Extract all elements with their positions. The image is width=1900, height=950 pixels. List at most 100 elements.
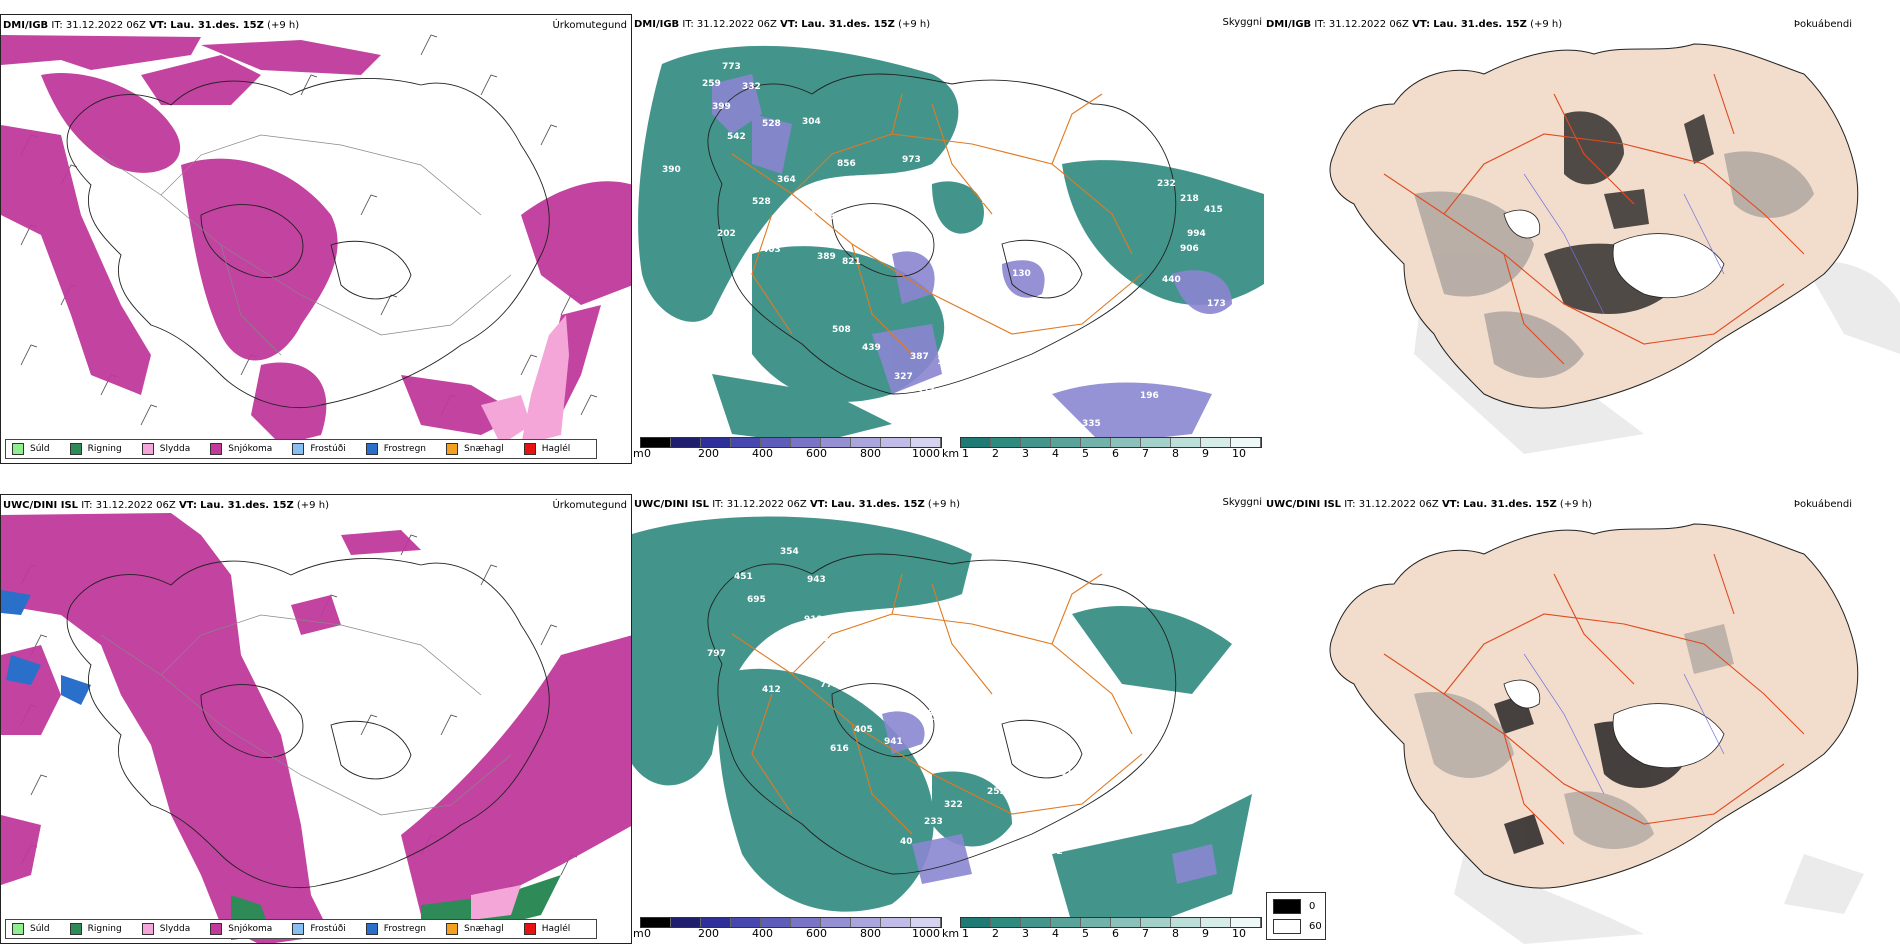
model-name: UWC/DINI ISL bbox=[3, 500, 79, 511]
svg-text:542: 542 bbox=[727, 132, 746, 142]
svg-text:405: 405 bbox=[854, 725, 873, 735]
legend-item: Frostregn bbox=[365, 923, 426, 935]
svg-text:439: 439 bbox=[862, 343, 881, 353]
low-visibility-areas bbox=[632, 516, 1252, 924]
land-area bbox=[1329, 523, 1859, 889]
svg-text:997: 997 bbox=[1190, 749, 1209, 759]
svg-text:616: 616 bbox=[830, 744, 849, 754]
snowfall-areas bbox=[1, 513, 631, 943]
fog-index-gray bbox=[1414, 151, 1814, 378]
legend-item: Snæhagl bbox=[446, 923, 504, 935]
svg-text:418: 418 bbox=[1012, 187, 1031, 197]
colorbar-segment bbox=[1111, 438, 1141, 447]
svg-text:594: 594 bbox=[797, 209, 816, 219]
svg-text:369: 369 bbox=[832, 669, 851, 679]
valid-time-label: VT: bbox=[149, 20, 168, 31]
svg-text:905: 905 bbox=[892, 693, 911, 703]
svg-text:821: 821 bbox=[842, 257, 861, 267]
precip-map-svg bbox=[1, 513, 631, 943]
svg-text:265: 265 bbox=[822, 212, 841, 222]
svg-text:775: 775 bbox=[820, 680, 839, 690]
colorbar-segment bbox=[821, 918, 851, 927]
svg-text:335: 335 bbox=[1082, 419, 1101, 429]
panel-title-fog: Þokuábendi bbox=[1793, 499, 1852, 510]
svg-text:528: 528 bbox=[762, 119, 781, 129]
coastline bbox=[66, 77, 550, 409]
valid-time-label: VT: bbox=[178, 500, 197, 511]
coastline bbox=[707, 73, 1177, 395]
panel-title-precip: Úrkomutegund bbox=[552, 500, 627, 511]
valid-time: Lau. 31.des. 15Z bbox=[200, 500, 294, 511]
svg-text:906: 906 bbox=[1180, 244, 1199, 254]
land-area bbox=[1329, 43, 1859, 409]
colorbar-segment bbox=[991, 918, 1021, 927]
colorbar-segment bbox=[991, 438, 1021, 447]
colorbar-segment bbox=[911, 918, 941, 927]
svg-text:943: 943 bbox=[807, 575, 826, 585]
model-name: DMI/IGB bbox=[634, 19, 680, 30]
roads bbox=[731, 573, 1143, 835]
svg-text:196: 196 bbox=[1140, 391, 1159, 401]
legend-item: Slydda bbox=[141, 443, 190, 455]
valid-time-label: VT: bbox=[1412, 19, 1431, 30]
colorbar-segment bbox=[851, 918, 881, 927]
svg-text:251: 251 bbox=[1070, 837, 1089, 847]
roads bbox=[100, 614, 512, 816]
legend-item: Rigning bbox=[69, 923, 122, 935]
legend-item: Slydda bbox=[141, 923, 190, 935]
valid-time: Lau. 31.des. 15Z bbox=[170, 20, 264, 31]
svg-text:973: 973 bbox=[902, 155, 921, 165]
svg-text:243: 243 bbox=[944, 697, 963, 707]
svg-text:257: 257 bbox=[1052, 285, 1071, 295]
model-name: DMI/IGB bbox=[1266, 19, 1312, 30]
svg-text:304: 304 bbox=[802, 117, 821, 127]
svg-text:387: 387 bbox=[910, 352, 929, 362]
colorbar-segment bbox=[731, 918, 761, 927]
cloud-base-areas bbox=[882, 711, 1217, 884]
colorbar-segment bbox=[701, 918, 731, 927]
colorbar-segment bbox=[671, 438, 701, 447]
valid-time: Lau. 31.des. 15Z bbox=[1433, 19, 1527, 30]
colorbar-segment bbox=[961, 438, 991, 447]
roads bbox=[1383, 553, 1805, 845]
cloud-map-svg: 354 451 943 695 912 773 797 369 775 412 … bbox=[632, 516, 1252, 924]
valid-time-label: VT: bbox=[809, 499, 828, 510]
svg-text:446: 446 bbox=[972, 402, 991, 412]
fog-index-map-top: DMI/IGB IT: 31.12.2022 06Z VT: Lau. 31.d… bbox=[1264, 14, 1900, 464]
cloud-base-value-labels: 354 451 943 695 912 773 797 369 775 412 … bbox=[707, 547, 1227, 857]
svg-text:437: 437 bbox=[982, 197, 1001, 207]
legend-item: Haglél bbox=[523, 443, 570, 455]
svg-text:202: 202 bbox=[717, 229, 736, 239]
svg-text:508: 508 bbox=[832, 325, 851, 335]
svg-text:332: 332 bbox=[742, 82, 761, 92]
freezing-rain-areas bbox=[1, 590, 91, 705]
colorbar-segment bbox=[1231, 438, 1261, 447]
panel-title-cloud: Skyggni bbox=[1222, 17, 1262, 28]
svg-text:185: 185 bbox=[1052, 417, 1071, 427]
coastline bbox=[707, 553, 1177, 875]
init-time: IT: 31.12.2022 06Z bbox=[81, 500, 176, 511]
fog-map-svg bbox=[1329, 43, 1900, 454]
valid-time-label: VT: bbox=[1441, 499, 1460, 510]
svg-text:418: 418 bbox=[1060, 769, 1079, 779]
svg-text:364: 364 bbox=[777, 175, 796, 185]
km-unit: km bbox=[942, 447, 960, 460]
colorbar-segment bbox=[1021, 438, 1051, 447]
svg-text:773: 773 bbox=[810, 634, 829, 644]
fog-legend-bottom: 0 60 bbox=[1266, 892, 1326, 940]
fog-index-gray bbox=[1414, 624, 1734, 849]
svg-text:40: 40 bbox=[900, 837, 913, 847]
precip-legend: Súld Rigning Slydda Snjókoma Frostúði Fr… bbox=[5, 919, 598, 939]
lead-time: (+9 h) bbox=[267, 20, 300, 31]
svg-text:695: 695 bbox=[747, 595, 766, 605]
colorbar-segment bbox=[1171, 918, 1201, 927]
panel-title-fog: Þokuábendi bbox=[1793, 19, 1852, 30]
colorbar-segment bbox=[1171, 438, 1201, 447]
svg-text:993: 993 bbox=[1208, 731, 1227, 741]
svg-text:912: 912 bbox=[804, 615, 823, 625]
svg-text:311: 311 bbox=[917, 387, 936, 397]
colorbar-segment bbox=[961, 918, 991, 927]
colorbar-segment bbox=[821, 438, 851, 447]
svg-text:528: 528 bbox=[752, 197, 771, 207]
fog-index-map-bottom: UWC/DINI ISL IT: 31.12.2022 06Z VT: Lau.… bbox=[1264, 494, 1900, 944]
